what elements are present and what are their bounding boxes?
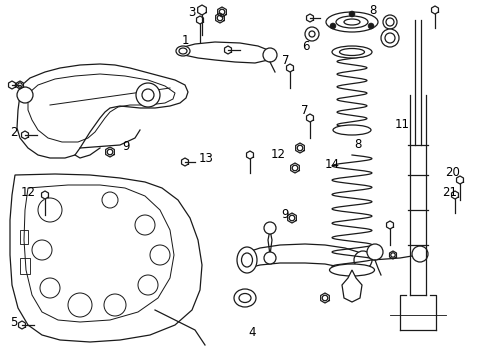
Circle shape [382, 15, 396, 29]
Circle shape [380, 29, 398, 47]
Circle shape [136, 83, 160, 107]
Polygon shape [17, 81, 23, 89]
Text: 3: 3 [188, 6, 195, 19]
Polygon shape [21, 131, 28, 139]
Polygon shape [8, 81, 16, 89]
Polygon shape [215, 13, 224, 23]
Polygon shape [386, 221, 393, 229]
Polygon shape [286, 64, 293, 72]
Ellipse shape [329, 264, 374, 276]
Circle shape [40, 278, 60, 298]
Text: 1: 1 [181, 33, 188, 46]
Text: 13: 13 [198, 152, 213, 165]
Polygon shape [306, 114, 313, 122]
Text: 8: 8 [368, 4, 376, 18]
Polygon shape [105, 147, 114, 157]
Text: 20: 20 [445, 166, 460, 179]
Ellipse shape [332, 125, 370, 135]
Polygon shape [341, 270, 361, 302]
Circle shape [264, 252, 275, 264]
Text: 2: 2 [10, 126, 18, 139]
Circle shape [305, 27, 318, 41]
Polygon shape [430, 6, 438, 14]
Text: 9: 9 [122, 139, 129, 153]
Polygon shape [450, 191, 458, 199]
Text: 9: 9 [281, 208, 288, 221]
Circle shape [68, 293, 92, 317]
Text: 21: 21 [442, 185, 457, 198]
Circle shape [150, 245, 170, 265]
Polygon shape [180, 42, 271, 63]
Circle shape [353, 251, 371, 269]
Polygon shape [295, 143, 304, 153]
Ellipse shape [176, 46, 190, 56]
Text: 12: 12 [20, 185, 36, 198]
Polygon shape [247, 244, 361, 272]
Polygon shape [196, 16, 203, 24]
Ellipse shape [331, 46, 371, 58]
Circle shape [17, 87, 33, 103]
Text: 7: 7 [282, 54, 289, 67]
Polygon shape [306, 14, 313, 22]
Polygon shape [181, 158, 188, 166]
Circle shape [263, 48, 276, 62]
Polygon shape [287, 213, 296, 223]
Circle shape [366, 244, 382, 260]
Text: 7: 7 [301, 104, 308, 117]
Bar [20, 258, 30, 274]
Text: 6: 6 [302, 40, 309, 53]
Polygon shape [217, 7, 226, 17]
Circle shape [38, 198, 62, 222]
Circle shape [32, 240, 52, 260]
Polygon shape [19, 321, 25, 329]
Circle shape [329, 23, 335, 29]
Text: 4: 4 [248, 325, 255, 338]
Polygon shape [290, 163, 299, 173]
Polygon shape [41, 191, 48, 199]
Polygon shape [456, 176, 463, 184]
Ellipse shape [237, 247, 257, 273]
Circle shape [367, 23, 373, 29]
Text: 5: 5 [10, 315, 18, 328]
Text: 11: 11 [394, 118, 408, 131]
Circle shape [135, 215, 155, 235]
Circle shape [138, 275, 158, 295]
Circle shape [348, 11, 354, 17]
Polygon shape [224, 46, 231, 54]
Circle shape [264, 222, 275, 234]
Bar [20, 230, 28, 244]
Polygon shape [389, 251, 396, 259]
Polygon shape [197, 5, 206, 15]
Text: 14: 14 [324, 158, 339, 171]
Ellipse shape [234, 289, 256, 307]
Circle shape [411, 246, 427, 262]
Ellipse shape [325, 12, 377, 32]
Polygon shape [320, 293, 328, 303]
Circle shape [102, 192, 118, 208]
Text: 8: 8 [354, 139, 361, 152]
Text: 12: 12 [270, 148, 285, 162]
Circle shape [104, 294, 126, 316]
Polygon shape [246, 151, 253, 159]
